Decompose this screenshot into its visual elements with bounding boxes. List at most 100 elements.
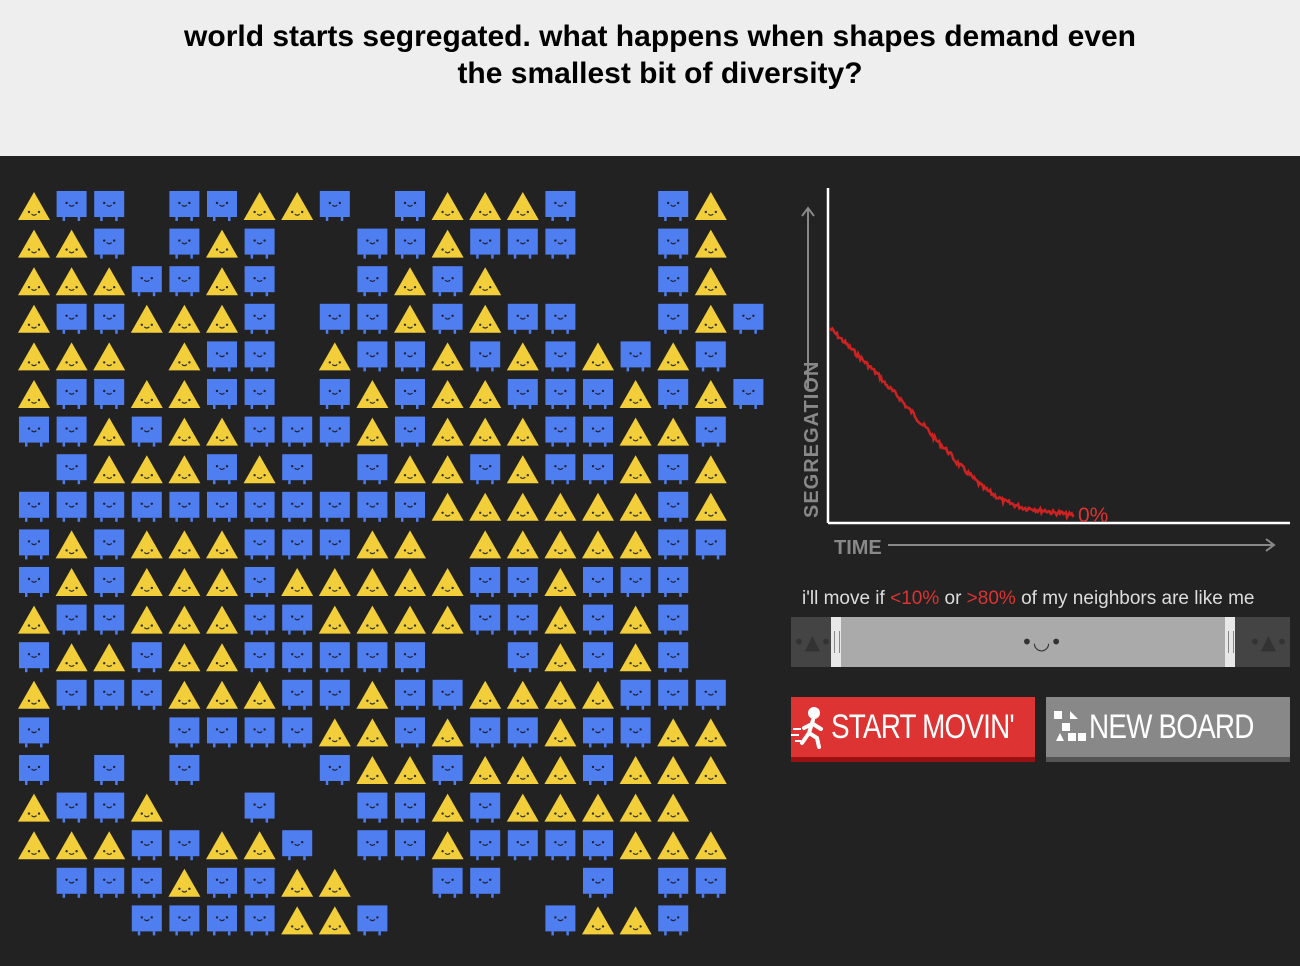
square-shape[interactable]	[244, 905, 275, 936]
triangle-shape[interactable]	[318, 568, 351, 596]
square-shape[interactable]	[94, 491, 125, 522]
triangle-shape[interactable]	[506, 530, 539, 559]
square-shape[interactable]	[207, 454, 237, 485]
square-shape[interactable]	[658, 454, 689, 485]
square-shape[interactable]	[94, 567, 125, 597]
square-shape[interactable]	[583, 604, 613, 635]
triangle-shape[interactable]	[506, 793, 539, 822]
triangle-shape[interactable]	[619, 380, 652, 408]
triangle-shape[interactable]	[506, 492, 539, 521]
square-shape[interactable]	[169, 905, 200, 936]
triangle-shape[interactable]	[356, 680, 389, 709]
square-shape[interactable]	[658, 867, 689, 898]
triangle-shape[interactable]	[394, 756, 426, 784]
square-shape[interactable]	[282, 717, 313, 748]
triangle-shape[interactable]	[18, 229, 50, 258]
triangle-shape[interactable]	[657, 718, 690, 747]
triangle-shape[interactable]	[544, 492, 577, 521]
square-shape[interactable]	[94, 379, 125, 409]
triangle-shape[interactable]	[657, 417, 690, 446]
triangle-shape[interactable]	[431, 192, 464, 220]
triangle-shape[interactable]	[168, 417, 201, 446]
low-threshold-handle[interactable]	[831, 617, 841, 667]
square-shape[interactable]	[545, 454, 576, 485]
square-shape[interactable]	[545, 830, 576, 861]
triangle-shape[interactable]	[582, 492, 614, 521]
square-shape[interactable]	[244, 228, 275, 259]
triangle-shape[interactable]	[619, 605, 652, 634]
triangle-shape[interactable]	[243, 680, 276, 709]
triangle-shape[interactable]	[469, 492, 502, 521]
square-shape[interactable]	[395, 717, 425, 748]
triangle-shape[interactable]	[657, 342, 690, 371]
triangle-shape[interactable]	[694, 455, 727, 484]
square-shape[interactable]	[620, 679, 651, 710]
square-shape[interactable]	[658, 491, 689, 522]
square-shape[interactable]	[282, 679, 313, 710]
triangle-shape[interactable]	[431, 342, 464, 371]
triangle-shape[interactable]	[18, 342, 50, 371]
square-shape[interactable]	[244, 567, 275, 597]
square-shape[interactable]	[131, 416, 162, 447]
triangle-shape[interactable]	[619, 417, 652, 446]
square-shape[interactable]	[545, 416, 576, 447]
square-shape[interactable]	[169, 228, 200, 259]
triangle-shape[interactable]	[694, 192, 727, 220]
square-shape[interactable]	[56, 416, 87, 447]
triangle-shape[interactable]	[469, 417, 502, 446]
triangle-shape[interactable]	[55, 342, 88, 371]
triangle-shape[interactable]	[18, 380, 50, 408]
triangle-shape[interactable]	[506, 680, 539, 709]
square-shape[interactable]	[395, 416, 425, 447]
square-shape[interactable]	[620, 567, 651, 597]
square-shape[interactable]	[583, 642, 613, 673]
square-shape[interactable]	[432, 867, 463, 898]
square-shape[interactable]	[545, 905, 576, 936]
triangle-shape[interactable]	[18, 793, 50, 822]
triangle-shape[interactable]	[469, 680, 502, 709]
triangle-shape[interactable]	[206, 568, 238, 596]
square-shape[interactable]	[19, 567, 49, 597]
square-shape[interactable]	[507, 642, 538, 673]
triangle-shape[interactable]	[694, 304, 727, 333]
triangle-shape[interactable]	[206, 831, 238, 860]
square-shape[interactable]	[94, 228, 125, 259]
triangle-shape[interactable]	[18, 192, 50, 220]
triangle-shape[interactable]	[431, 568, 464, 596]
triangle-shape[interactable]	[431, 831, 464, 860]
square-shape[interactable]	[658, 191, 689, 221]
square-shape[interactable]	[319, 379, 350, 409]
triangle-shape[interactable]	[469, 530, 502, 559]
triangle-shape[interactable]	[130, 455, 163, 484]
triangle-shape[interactable]	[506, 342, 539, 371]
triangle-shape[interactable]	[168, 868, 201, 897]
triangle-shape[interactable]	[657, 793, 690, 822]
square-shape[interactable]	[695, 679, 726, 710]
triangle-shape[interactable]	[394, 455, 426, 484]
square-shape[interactable]	[470, 867, 501, 898]
square-shape[interactable]	[244, 642, 275, 673]
triangle-shape[interactable]	[168, 455, 201, 484]
square-shape[interactable]	[470, 567, 501, 597]
triangle-shape[interactable]	[55, 267, 88, 296]
triangle-shape[interactable]	[469, 304, 502, 333]
square-shape[interactable]	[545, 379, 576, 409]
square-shape[interactable]	[319, 755, 350, 785]
triangle-shape[interactable]	[582, 793, 614, 822]
square-shape[interactable]	[131, 830, 162, 861]
triangle-shape[interactable]	[130, 304, 163, 333]
square-shape[interactable]	[19, 529, 49, 560]
square-shape[interactable]	[470, 604, 501, 635]
square-shape[interactable]	[545, 341, 576, 372]
square-shape[interactable]	[432, 679, 463, 710]
triangle-shape[interactable]	[544, 756, 577, 784]
triangle-shape[interactable]	[281, 568, 314, 596]
square-shape[interactable]	[470, 717, 501, 748]
triangle-shape[interactable]	[544, 680, 577, 709]
triangle-shape[interactable]	[544, 793, 577, 822]
square-shape[interactable]	[583, 454, 613, 485]
square-shape[interactable]	[169, 491, 200, 522]
triangle-shape[interactable]	[281, 868, 314, 897]
triangle-shape[interactable]	[356, 530, 389, 559]
triangle-shape[interactable]	[356, 568, 389, 596]
